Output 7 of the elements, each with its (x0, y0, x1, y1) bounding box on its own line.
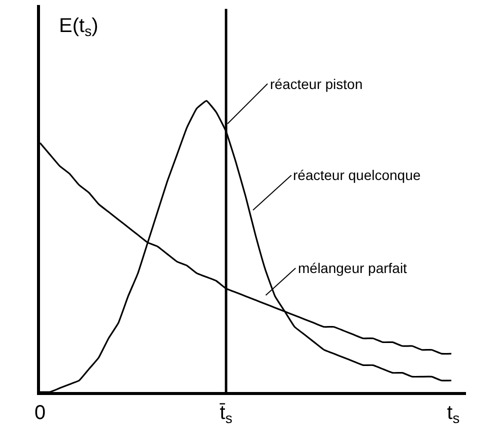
x-axis-title: t$_{s}$ (447, 402, 460, 426)
annotation: réacteur quelconque (293, 167, 421, 183)
x-tick-label: 0 (34, 402, 46, 424)
y-axis-title: E(t$_{s}$) (59, 15, 98, 40)
annotation: mélangeur parfait (298, 260, 408, 276)
annotation: réacteur piston (270, 76, 363, 92)
x-tick-label: t̄$_{s}$ (219, 402, 232, 426)
